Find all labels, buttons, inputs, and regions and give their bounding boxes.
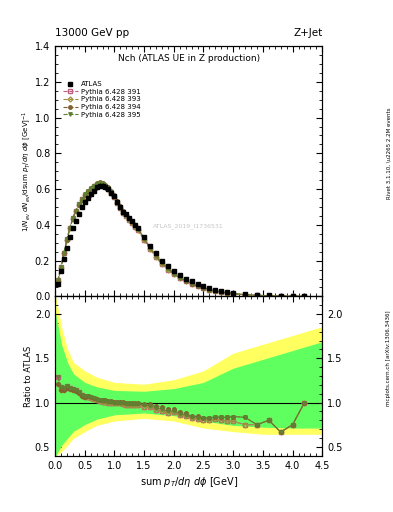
Text: Nch (ATLAS UE in Z production): Nch (ATLAS UE in Z production) <box>118 54 260 62</box>
Legend: ATLAS, Pythia 6.428 391, Pythia 6.428 393, Pythia 6.428 394, Pythia 6.428 395: ATLAS, Pythia 6.428 391, Pythia 6.428 39… <box>60 78 143 121</box>
Text: mcplots.cern.ch [arXiv:1306.3436]: mcplots.cern.ch [arXiv:1306.3436] <box>386 311 391 406</box>
Y-axis label: Ratio to ATLAS: Ratio to ATLAS <box>24 346 33 407</box>
X-axis label: sum $p_T/d\eta\ d\phi$ [GeV]: sum $p_T/d\eta\ d\phi$ [GeV] <box>140 475 238 489</box>
Text: 13000 GeV pp: 13000 GeV pp <box>55 28 129 38</box>
Text: Rivet 3.1.10, \u2265 2.2M events: Rivet 3.1.10, \u2265 2.2M events <box>386 108 391 199</box>
Y-axis label: $1/N_{ev}\ dN_{ev}/\mathrm{dsum}\ p_T/d\eta\ d\phi\ [\mathrm{GeV}]^{-1}$: $1/N_{ev}\ dN_{ev}/\mathrm{dsum}\ p_T/d\… <box>20 111 33 232</box>
Text: Z+Jet: Z+Jet <box>293 28 322 38</box>
Text: ATLAS_2019_I1736531: ATLAS_2019_I1736531 <box>153 223 224 229</box>
